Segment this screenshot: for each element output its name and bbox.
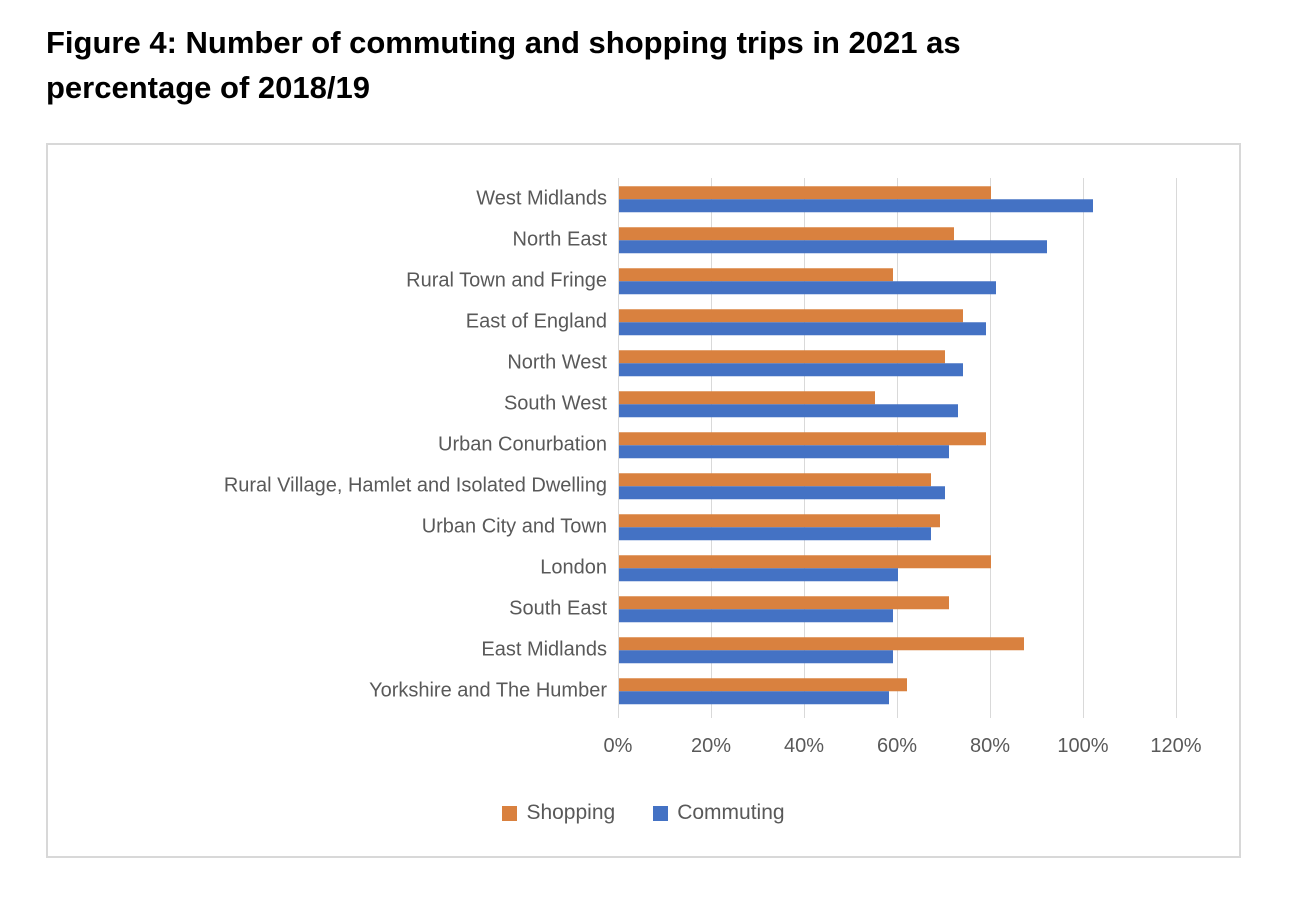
page-title: Figure 4: Number of commuting and shoppi…	[46, 20, 1186, 110]
category-label: East Midlands	[481, 638, 607, 661]
page-title-line-2: percentage of 2018/19	[46, 70, 370, 105]
category-label: Rural Town and Fringe	[406, 269, 607, 292]
bar-shopping	[619, 637, 1024, 651]
category-label: London	[540, 556, 607, 579]
bar-shopping	[619, 226, 954, 240]
category-label: South West	[503, 392, 607, 415]
x-axis-label: 120%	[1150, 735, 1202, 757]
bar-commuting	[619, 650, 893, 664]
category-label: South East	[509, 597, 607, 620]
legend-label-shopping: Shopping	[526, 801, 616, 824]
bar-shopping	[619, 267, 893, 281]
category-row: West Midlands	[476, 178, 1176, 219]
category-label: Rural Village, Hamlet and Isolated Dwell…	[223, 474, 607, 497]
bar-shopping	[619, 350, 945, 364]
category-row: South West	[504, 383, 1176, 424]
bar-group	[619, 309, 986, 336]
category-row: North East	[513, 219, 1176, 260]
bar-shopping	[619, 555, 991, 569]
bar-commuting	[619, 486, 945, 500]
x-axis-label: 40%	[783, 735, 825, 757]
category-row: East of England	[466, 301, 1176, 342]
category-label: North West	[507, 351, 607, 374]
bar-group	[619, 678, 907, 705]
category-row: Urban City and Town	[422, 507, 1176, 548]
bar-shopping	[619, 678, 907, 692]
category-label: Urban Conurbation	[438, 433, 607, 456]
x-axis-label: 60%	[876, 735, 918, 757]
gridline	[1083, 178, 1084, 718]
gridline	[1176, 178, 1177, 718]
category-row: London	[540, 548, 1176, 589]
bar-rows: West Midlands North East Rural Town and Fr…	[224, 178, 1176, 712]
category-row: Urban Conurbation	[438, 424, 1176, 465]
x-axis-label: 100%	[1057, 735, 1109, 757]
bar-group	[619, 391, 958, 418]
category-label: Urban City and Town	[421, 515, 607, 538]
bar-shopping	[619, 309, 963, 323]
bar-group	[619, 432, 986, 459]
category-row: Rural Town and Fringe	[406, 260, 1176, 301]
bar-group	[619, 637, 1024, 664]
category-row: South East	[509, 589, 1176, 630]
commuting-swatch-icon	[653, 805, 669, 821]
bar-shopping	[619, 391, 875, 405]
bar-shopping	[619, 473, 931, 487]
bar-commuting	[619, 568, 898, 582]
bar-group	[619, 596, 949, 623]
bar-commuting	[619, 322, 986, 336]
category-row: North West	[507, 342, 1176, 383]
legend-label-commuting: Commuting	[677, 801, 785, 824]
bar-shopping	[619, 596, 949, 610]
bar-group	[619, 350, 963, 377]
category-label: Yorkshire and The Humber	[369, 679, 607, 702]
category-row: Rural Village, Hamlet and Isolated Dwell…	[224, 466, 1176, 507]
bar-commuting	[619, 363, 963, 377]
bar-commuting	[619, 691, 889, 705]
chart-frame: West Midlands North East Rural Town and Fr…	[46, 143, 1241, 858]
bar-group	[619, 185, 1093, 212]
legend-item-shopping: Shopping	[502, 801, 615, 825]
gridline	[618, 178, 619, 718]
x-axis-label: 0%	[603, 735, 633, 757]
bar-shopping	[619, 185, 991, 199]
bar-group	[619, 555, 991, 582]
x-axis-label: 80%	[969, 735, 1011, 757]
bar-group	[619, 226, 1047, 253]
bar-shopping	[619, 514, 940, 528]
bar-commuting	[619, 404, 958, 418]
bar-commuting	[619, 527, 931, 541]
x-axis-label: 20%	[690, 735, 732, 757]
gridline	[990, 178, 991, 718]
plot-area: West Midlands North East Rural Town and Fr…	[224, 178, 1177, 718]
legend-item-commuting: Commuting	[653, 801, 785, 825]
shopping-swatch-icon	[502, 805, 518, 821]
bar-commuting	[619, 198, 1093, 212]
bar-shopping	[619, 432, 986, 446]
bar-group	[619, 267, 996, 294]
page-title-line-1: Figure 4: Number of commuting and shoppi…	[46, 25, 961, 60]
bar-commuting	[619, 239, 1047, 253]
bar-group	[619, 514, 940, 541]
bar-commuting	[619, 280, 996, 294]
category-row: East Midlands	[481, 630, 1176, 671]
bar-commuting	[619, 609, 893, 623]
bar-group	[619, 473, 945, 500]
category-label: East of England	[465, 310, 607, 333]
legend: Shopping Commuting	[48, 801, 1239, 825]
category-row: Yorkshire and The Humber	[369, 671, 1176, 712]
category-label: North East	[512, 228, 607, 251]
bar-commuting	[619, 445, 949, 459]
category-label: West Midlands	[476, 187, 607, 210]
